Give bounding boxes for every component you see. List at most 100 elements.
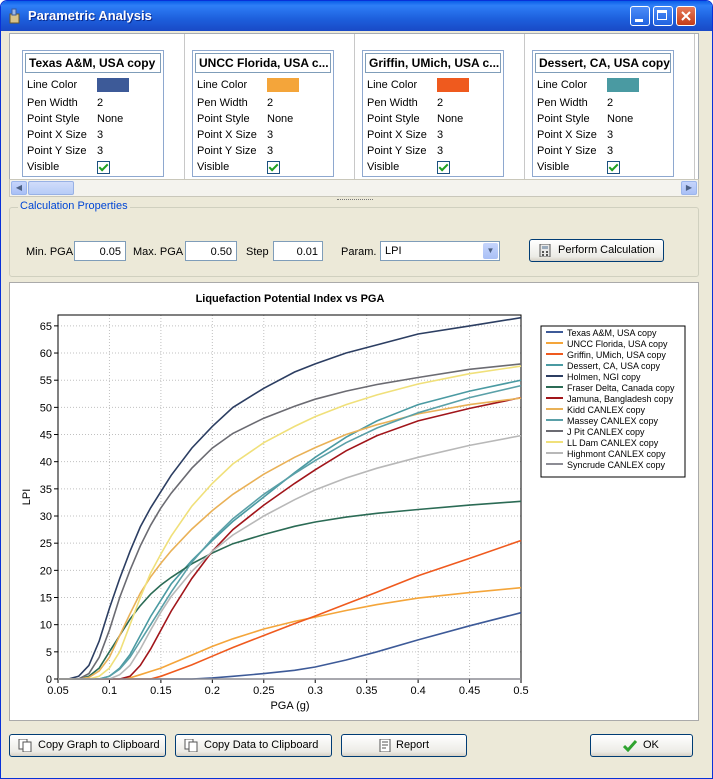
point-x-size-value[interactable]: 3 xyxy=(267,129,274,141)
point-x-size-value[interactable]: 3 xyxy=(97,129,104,141)
visible-checkbox[interactable] xyxy=(607,160,620,174)
app-icon xyxy=(9,8,20,24)
y-tick-label: 60 xyxy=(40,348,52,360)
series-card[interactable]: UNCC Florida, USA c... Line Color Pen Wi… xyxy=(192,50,334,177)
line-color-row: Line Color xyxy=(537,77,639,93)
maximize-button[interactable] xyxy=(653,6,673,26)
visible-row: Visible xyxy=(197,159,280,175)
legend-entry: Kidd CANLEX copy xyxy=(567,405,646,415)
point-style-value[interactable]: None xyxy=(97,113,124,125)
series-line xyxy=(58,379,522,680)
point-x-size-row: Point X Size 3 xyxy=(27,127,103,143)
checkmark-icon xyxy=(623,740,637,752)
scroll-left-arrow-icon[interactable]: ◀ xyxy=(11,181,27,195)
y-axis-label: LPI xyxy=(21,489,33,506)
max-pga-input[interactable]: 0.50 xyxy=(185,241,237,261)
visible-checkbox[interactable] xyxy=(97,160,110,174)
series-line xyxy=(58,363,522,680)
scroll-right-arrow-icon[interactable]: ▶ xyxy=(681,181,697,195)
x-tick-label: 0.25 xyxy=(253,685,274,697)
visible-label: Visible xyxy=(367,161,400,173)
report-button[interactable]: Report xyxy=(341,734,467,757)
point-y-size-label: Point Y Size xyxy=(27,145,87,157)
y-tick-label: 65 xyxy=(40,321,52,333)
legend-entry: Holmen, NGI copy xyxy=(567,372,641,382)
point-y-size-row: Point Y Size 3 xyxy=(537,143,613,159)
point-style-value[interactable]: None xyxy=(267,113,294,125)
visible-row: Visible xyxy=(27,159,110,175)
param-select-value: LPI xyxy=(385,245,402,257)
x-tick-label: 0.1 xyxy=(102,685,117,697)
window-client-area: Texas A&M, USA copy Line Color Pen Width… xyxy=(5,31,708,774)
legend-entry: Jamuna, Bangladesh copy xyxy=(567,394,674,404)
series-card[interactable]: Griffin, UMich, USA c... Line Color Pen … xyxy=(362,50,504,177)
ok-button[interactable]: OK xyxy=(590,734,693,757)
series-horizontal-scrollbar[interactable]: ◀ ▶ xyxy=(9,179,699,197)
copy-data-label: Copy Data to Clipboard xyxy=(204,739,319,751)
point-x-size-value[interactable]: 3 xyxy=(607,129,614,141)
minimize-icon xyxy=(635,19,643,22)
card-divider xyxy=(694,34,695,183)
line-color-swatch[interactable] xyxy=(267,78,299,93)
perform-calculation-button[interactable]: Perform Calculation xyxy=(529,239,664,262)
min-pga-input[interactable]: 0.05 xyxy=(74,241,126,261)
legend-entry: LL Dam CANLEX copy xyxy=(567,438,659,448)
step-label: Step xyxy=(246,246,269,258)
x-tick-label: 0.45 xyxy=(459,685,480,697)
line-color-swatch[interactable] xyxy=(437,78,469,93)
point-x-size-value[interactable]: 3 xyxy=(437,129,444,141)
line-color-swatch[interactable] xyxy=(97,78,129,93)
point-style-label: Point Style xyxy=(27,113,80,125)
series-properties-panel: Texas A&M, USA copy Line Color Pen Width… xyxy=(9,33,699,185)
point-style-value[interactable]: None xyxy=(607,113,634,125)
calculator-icon xyxy=(539,244,551,257)
series-card[interactable]: Texas A&M, USA copy Line Color Pen Width… xyxy=(22,50,164,177)
card-divider xyxy=(354,34,355,183)
maximize-icon xyxy=(657,10,667,20)
point-y-size-label: Point Y Size xyxy=(537,145,597,157)
point-style-row: Point Style None xyxy=(27,111,123,127)
pen-width-value[interactable]: 2 xyxy=(267,97,274,109)
chevron-down-icon[interactable]: ▼ xyxy=(483,243,498,259)
title-bar[interactable]: Parametric Analysis xyxy=(1,1,712,31)
splitter-grip[interactable] xyxy=(337,199,373,203)
window-title: Parametric Analysis xyxy=(28,8,152,23)
line-color-label: Line Color xyxy=(27,79,78,91)
visible-checkbox[interactable] xyxy=(267,160,280,174)
close-button[interactable] xyxy=(676,6,696,26)
visible-label: Visible xyxy=(537,161,570,173)
visible-checkbox[interactable] xyxy=(437,160,450,174)
point-x-size-label: Point X Size xyxy=(537,129,597,141)
close-icon xyxy=(681,11,691,21)
point-y-size-row: Point Y Size 3 xyxy=(27,143,103,159)
point-y-size-value[interactable]: 3 xyxy=(437,145,444,157)
point-style-label: Point Style xyxy=(197,113,250,125)
pen-width-row: Pen Width 2 xyxy=(367,95,443,111)
legend-entry: Highmont CANLEX copy xyxy=(567,449,666,459)
series-line xyxy=(58,397,522,680)
step-input[interactable]: 0.01 xyxy=(273,241,323,261)
minimize-button[interactable] xyxy=(630,6,650,26)
copy-graph-button[interactable]: Copy Graph to Clipboard xyxy=(9,734,166,757)
line-color-row: Line Color xyxy=(197,77,299,93)
pen-width-row: Pen Width 2 xyxy=(27,95,103,111)
point-y-size-label: Point Y Size xyxy=(367,145,427,157)
copy-data-button[interactable]: Copy Data to Clipboard xyxy=(175,734,332,757)
pen-width-value[interactable]: 2 xyxy=(97,97,104,109)
param-select[interactable]: LPI ▼ xyxy=(380,241,500,261)
pen-width-value[interactable]: 2 xyxy=(607,97,614,109)
series-card[interactable]: Dessert, CA, USA copy Line Color Pen Wid… xyxy=(532,50,674,177)
point-y-size-value[interactable]: 3 xyxy=(97,145,104,157)
point-y-size-value[interactable]: 3 xyxy=(607,145,614,157)
visible-label: Visible xyxy=(197,161,230,173)
y-tick-label: 15 xyxy=(40,593,52,605)
legend-entry: Massey CANLEX copy xyxy=(567,416,659,426)
report-label: Report xyxy=(396,739,430,751)
scroll-thumb[interactable] xyxy=(28,181,74,195)
pen-width-label: Pen Width xyxy=(367,97,418,109)
chart-series-lines xyxy=(58,316,522,680)
point-style-value[interactable]: None xyxy=(437,113,464,125)
pen-width-value[interactable]: 2 xyxy=(437,97,444,109)
point-y-size-value[interactable]: 3 xyxy=(267,145,274,157)
line-color-swatch[interactable] xyxy=(607,78,639,93)
